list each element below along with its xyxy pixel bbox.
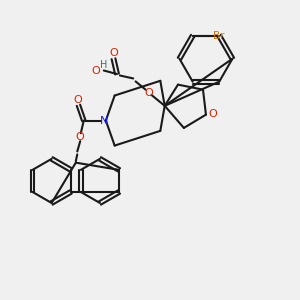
Text: N: N — [100, 116, 109, 126]
Text: O: O — [91, 66, 100, 76]
Text: H: H — [100, 60, 107, 70]
Text: O: O — [208, 109, 217, 119]
Text: O: O — [110, 48, 118, 59]
Text: O: O — [74, 95, 82, 105]
Text: O: O — [76, 132, 85, 142]
Text: Br: Br — [213, 31, 224, 41]
Text: O: O — [144, 88, 153, 98]
